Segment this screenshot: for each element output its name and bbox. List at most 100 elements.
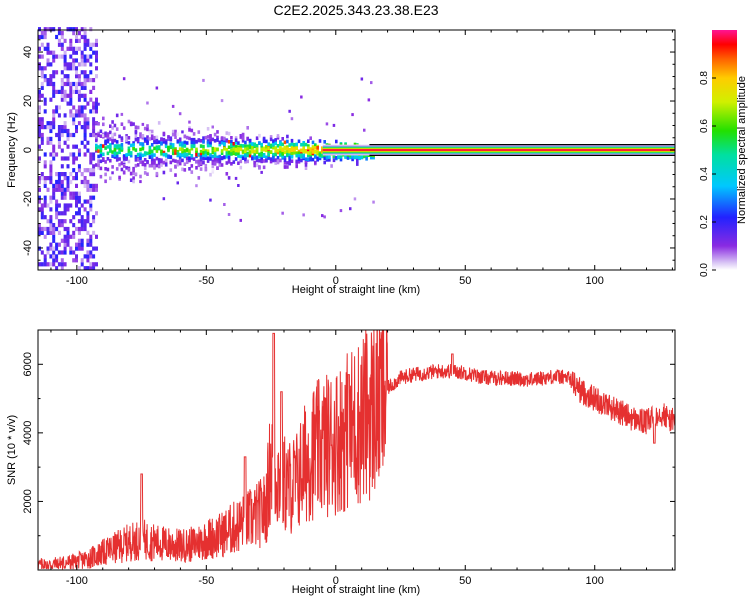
spectrogram-cell bbox=[190, 144, 194, 148]
spectrogram-cells bbox=[38, 27, 375, 271]
spectrogram-cell bbox=[99, 154, 103, 158]
spectrogram-cell bbox=[237, 151, 240, 155]
spectrogram-cell bbox=[86, 148, 90, 153]
spectrogram-cell bbox=[72, 152, 76, 157]
spectrogram-cell bbox=[307, 144, 310, 148]
spectrogram-cell bbox=[246, 126, 249, 130]
spectrogram-cell bbox=[132, 168, 135, 173]
spectrogram-cell bbox=[57, 27, 61, 32]
spectrogram-cell bbox=[40, 34, 44, 40]
spectrogram-cell bbox=[49, 140, 53, 145]
spectrogram-cell bbox=[99, 166, 103, 171]
y-tick-label: -20 bbox=[22, 191, 34, 207]
spectrogram-cell bbox=[83, 223, 87, 228]
spectrogram-cell bbox=[143, 151, 147, 155]
spectrogram-cell bbox=[153, 135, 156, 140]
spectrogram-cell bbox=[293, 148, 296, 152]
spectrogram-cell bbox=[246, 144, 249, 149]
spectrogram-cell bbox=[89, 42, 93, 47]
spectrogram-cell bbox=[295, 153, 298, 158]
spectrogram-cell bbox=[89, 54, 93, 59]
spectrogram-y-ticks: -40 -20 0 20 40 bbox=[22, 39, 675, 261]
spectrogram-cell bbox=[92, 195, 96, 200]
spectrogram-cell bbox=[171, 148, 175, 152]
spectrogram-cell bbox=[60, 179, 64, 185]
spectrogram-cell bbox=[60, 266, 64, 271]
spectrogram-cell bbox=[83, 207, 87, 212]
spectrogram-cell bbox=[122, 126, 126, 130]
spectrogram-cell bbox=[190, 137, 194, 142]
spectrogram-cell bbox=[351, 113, 354, 117]
spectrogram-cell bbox=[57, 113, 61, 118]
spectrogram-cell bbox=[302, 155, 305, 159]
spectrogram-cell bbox=[86, 117, 90, 122]
spectrogram-cell bbox=[216, 166, 219, 170]
spectrogram-cell bbox=[89, 89, 93, 94]
spectrogram-cell bbox=[63, 54, 67, 59]
spectrogram-cell bbox=[86, 266, 90, 271]
spectrogram-cell bbox=[83, 38, 87, 43]
spectrogram-cell bbox=[132, 143, 135, 147]
spectrogram-cell bbox=[83, 168, 87, 173]
spectrogram-cell bbox=[102, 144, 105, 148]
spectrogram-cell bbox=[367, 98, 371, 102]
spectrogram-cell bbox=[311, 150, 315, 154]
spectrogram-cell bbox=[57, 54, 61, 59]
spectrogram-cell bbox=[38, 156, 41, 161]
spectrogram-cell bbox=[38, 187, 41, 192]
spectrogram-cell bbox=[244, 154, 247, 158]
spectrogram-cell bbox=[265, 159, 268, 163]
spectrogram-cell bbox=[279, 153, 282, 157]
spectrogram-cell bbox=[204, 164, 208, 168]
spectrogram-cell bbox=[72, 176, 76, 181]
spectrogram-cell bbox=[57, 211, 61, 216]
spectrogram-cell bbox=[83, 226, 87, 232]
spectrogram-cell bbox=[46, 50, 50, 55]
spectrogram-cell bbox=[260, 170, 263, 174]
spectrogram-cell bbox=[66, 136, 70, 141]
spectrogram-cell bbox=[43, 179, 47, 185]
spectrogram-cell bbox=[80, 219, 84, 224]
spectrogram-cell bbox=[146, 101, 149, 105]
spectrogram-cell bbox=[55, 215, 59, 220]
spectrogram-cell bbox=[234, 152, 238, 156]
spectrogram-cell bbox=[69, 97, 73, 102]
spectrogram-cell bbox=[75, 258, 78, 263]
spectrogram-cell bbox=[92, 128, 96, 134]
spectrogram-cell bbox=[209, 140, 212, 145]
spectrogram-cell bbox=[181, 153, 184, 157]
spectrogram-cell bbox=[150, 134, 154, 138]
spectrogram-cell bbox=[49, 207, 53, 212]
spectrogram-cell bbox=[143, 126, 147, 131]
spectrogram-cell bbox=[95, 145, 98, 149]
spectrogram-cell bbox=[69, 195, 73, 200]
spectrogram-cell bbox=[181, 130, 184, 134]
spectrogram-cell bbox=[77, 219, 81, 224]
spectrogram-cell bbox=[220, 163, 224, 167]
spectrogram-cell bbox=[104, 172, 107, 177]
spectrogram-cell bbox=[321, 214, 324, 218]
spectrogram-cell bbox=[157, 158, 161, 162]
spectrogram-cell bbox=[60, 93, 64, 98]
spectrogram-cell bbox=[297, 139, 301, 144]
spectrogram-cell bbox=[40, 42, 44, 47]
spectrogram-cell bbox=[57, 250, 61, 255]
spectrogram-cell bbox=[248, 153, 252, 158]
spectrogram-cell bbox=[148, 137, 152, 141]
spectrogram-cell bbox=[38, 128, 41, 134]
x-tick-label: 100 bbox=[586, 275, 604, 287]
spectrogram-cell bbox=[155, 135, 159, 140]
spectrogram-cell bbox=[125, 153, 128, 157]
spectrogram-cell bbox=[80, 105, 84, 110]
spectrogram-cell bbox=[262, 146, 266, 151]
spectrogram-cell bbox=[55, 258, 59, 263]
spectrogram-cell bbox=[209, 198, 212, 202]
spectrogram-cell bbox=[77, 97, 81, 102]
spectrogram-cell bbox=[109, 137, 112, 141]
spectrogram-cell bbox=[38, 176, 41, 181]
spectrogram-cell bbox=[60, 125, 64, 130]
spectrogram-cell bbox=[83, 219, 87, 224]
spectrogram-cell bbox=[86, 230, 90, 235]
spectrogram-cell bbox=[120, 136, 124, 140]
spectrogram-cell bbox=[63, 203, 67, 208]
